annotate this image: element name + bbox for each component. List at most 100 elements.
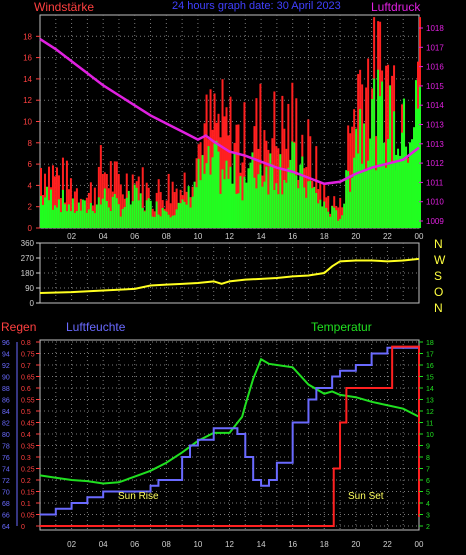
gust-bar — [51, 209, 54, 228]
humidity-tick-label: 96 — [2, 340, 10, 347]
gust-bar — [257, 174, 260, 228]
gust-bar — [245, 182, 248, 228]
wind-tick-label: 14 — [23, 75, 32, 84]
gust-bar — [111, 196, 114, 228]
gust-bar — [169, 217, 172, 228]
direction-tick-label: 90 — [25, 284, 34, 293]
gust-bar — [173, 215, 176, 228]
gust-bar — [315, 192, 318, 228]
wind-bar — [305, 167, 308, 228]
pressure-axis-ticks: 1018 1017 1016 1015 1014 1013 1013 1012 1011 1010… — [419, 24, 444, 226]
temp-tick-label: 11 — [426, 421, 433, 428]
rain-tick-label: 0.45 — [21, 421, 35, 428]
wind-bar — [287, 103, 290, 228]
temp-tick-label: 15 — [426, 375, 434, 382]
gust-bar — [317, 203, 320, 228]
gust-bar — [405, 146, 408, 228]
wind-bars — [40, 17, 421, 229]
wind-bar — [361, 84, 364, 228]
gust-bar — [279, 154, 282, 228]
temp-humidity-rain-panel: Regen Luftfeuchte Temperatur Sun Rise Su… — [1, 320, 434, 549]
temp-x-tick-label: 06 — [130, 540, 139, 549]
gust-bar — [197, 158, 200, 228]
gust-bar — [83, 200, 86, 228]
rain-tick-label: 0.6 — [21, 386, 31, 393]
wind-x-tick-label: 12 — [225, 232, 234, 241]
wind-tick-label: 18 — [23, 32, 32, 41]
gust-bar — [97, 197, 100, 228]
wind-bar — [339, 197, 342, 228]
gust-bar — [79, 210, 82, 228]
temp-x-tick-label: 10 — [193, 540, 202, 549]
rain-tick-label: 0.55 — [21, 398, 35, 405]
pressure-tick-label: 1013 — [426, 121, 444, 130]
wind-bar — [175, 188, 178, 228]
gust-bar — [287, 167, 290, 228]
humidity-tick-label: 88 — [2, 386, 10, 393]
wind-bar — [55, 167, 58, 228]
temp-x-ticks: 02 04 06 08 10 12 14 16 18 20 22 00 — [67, 540, 424, 549]
gust-bar — [373, 78, 376, 229]
wind-bar — [391, 75, 394, 229]
wind-bar — [277, 148, 280, 228]
gust-bar — [159, 216, 162, 228]
gust-bar — [203, 173, 206, 228]
gust-bar — [115, 198, 118, 228]
rain-line — [40, 345, 420, 527]
gust-bar — [219, 193, 222, 228]
gust-bar — [75, 211, 78, 228]
gust-bar — [155, 201, 158, 228]
wind-bar — [255, 98, 258, 228]
gust-bar — [323, 201, 326, 228]
pressure-tick-label: 1017 — [426, 43, 444, 52]
wind-x-tick-label: 08 — [162, 232, 171, 241]
gust-bar — [55, 207, 58, 228]
gust-bar — [53, 205, 56, 228]
gust-bar — [295, 175, 298, 228]
wind-bar — [357, 74, 360, 229]
gust-bar — [127, 190, 130, 228]
gust-bar — [131, 201, 134, 228]
gust-bar — [353, 157, 356, 228]
wind-bar — [351, 126, 354, 228]
gust-bar — [325, 207, 328, 228]
gust-bar — [119, 216, 122, 228]
gust-bar — [143, 211, 146, 228]
rain-axis-ticks: 0.8 0.75 0.7 0.65 0.6 0.55 0.5 0.45 0.4 0.35 0.3 0.… — [21, 340, 40, 531]
gust-bar — [235, 193, 238, 228]
temp-x-tick-label: 20 — [351, 540, 360, 549]
gust-bar — [351, 177, 354, 228]
humidity-tick-label: 78 — [2, 444, 10, 451]
gust-bar — [103, 188, 106, 228]
gust-bar — [209, 174, 212, 228]
gust-bar — [341, 215, 344, 228]
wind-x-tick-label: 06 — [130, 232, 139, 241]
wind-x-tick-label: 00 — [415, 232, 424, 241]
gust-bar — [395, 154, 398, 228]
gust-bar — [105, 200, 108, 228]
wind-bar — [109, 161, 112, 228]
gust-bar — [89, 203, 92, 228]
temp-tick-label: 9 — [426, 444, 430, 451]
temp-x-tick-label: 18 — [320, 540, 329, 549]
gust-bar — [123, 207, 126, 228]
humidity-tick-label: 74 — [2, 467, 10, 474]
gust-bar — [415, 80, 418, 228]
wind-bar — [73, 191, 76, 228]
wind-bar — [283, 128, 286, 228]
pressure-tick-label: 1015 — [426, 82, 444, 91]
gust-bar — [411, 139, 414, 228]
rain-tick-label: 0.25 — [21, 467, 35, 474]
gust-bar — [195, 187, 198, 228]
temp-tick-label: 3 — [426, 513, 430, 520]
rain-tick-label: 0.35 — [21, 444, 35, 451]
gust-bar — [177, 202, 180, 228]
humidity-tick-label: 66 — [2, 513, 10, 520]
wind-bar — [167, 173, 170, 228]
gust-bar — [349, 191, 352, 228]
wind-bar — [159, 192, 162, 228]
rain-tick-label: 0.4 — [21, 432, 31, 439]
gust-bar — [249, 162, 252, 228]
